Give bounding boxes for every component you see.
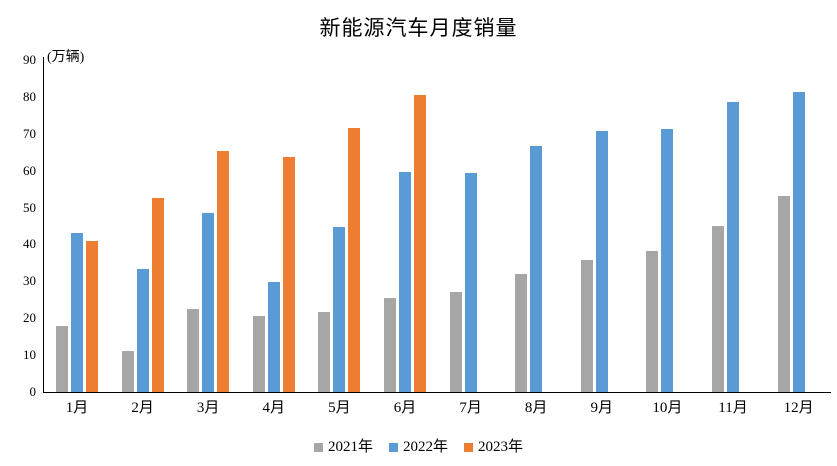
- y-axis-line: [43, 57, 44, 392]
- bar-2023年-1月: [86, 241, 98, 392]
- bar-2021年-2月: [121, 351, 134, 392]
- x-axis-tick-label: 2月: [131, 400, 154, 416]
- x-axis-tick-label: 11月: [718, 400, 748, 416]
- x-axis-tick-label: 6月: [393, 400, 417, 416]
- bar-2023年-2月: [151, 198, 164, 392]
- bar-2021年-6月: [384, 297, 396, 392]
- bar-2022年-2月: [136, 268, 149, 392]
- bar-2022年-9月: [595, 130, 608, 392]
- bar-2021年-5月: [318, 311, 331, 392]
- x-axis-tick-label: 10月: [652, 400, 683, 416]
- bar-2021年-4月: [252, 316, 265, 392]
- y-axis-tick-label: 20: [23, 310, 36, 326]
- x-axis-tick-label: 3月: [196, 400, 220, 416]
- y-axis-tick-label: 70: [23, 125, 36, 141]
- legend-label: 2021年: [327, 439, 373, 455]
- bar-2022年-12月: [792, 91, 805, 392]
- y-axis-tick-label: 80: [23, 88, 36, 104]
- y-axis-tick-label: 50: [23, 199, 36, 215]
- legend-item: 2022年: [388, 439, 448, 455]
- x-axis-tick-label: 7月: [459, 400, 482, 416]
- bar-2022年-4月: [267, 281, 280, 392]
- legend-label: 2023年: [478, 439, 524, 455]
- x-axis-tick-label: 1月: [65, 400, 89, 416]
- bar-2021年-3月: [187, 308, 200, 392]
- legend-swatch: [313, 443, 323, 452]
- y-axis-tick-label: 10: [23, 347, 36, 363]
- y-axis-tick-label: 60: [23, 162, 36, 178]
- y-axis-tick-label: 0: [29, 384, 37, 399]
- legend-label: 2022年: [402, 439, 448, 455]
- x-axis-tick-label: 4月: [262, 400, 286, 416]
- y-axis-tick-label: 90: [23, 52, 36, 67]
- y-axis-unit-label: (万辆): [47, 50, 85, 65]
- bar-2021年-8月: [515, 273, 528, 392]
- legend: 2021年 2022年 2023年: [0, 440, 837, 455]
- bar-2022年-3月: [202, 213, 215, 392]
- bar-2023年-6月: [414, 94, 426, 392]
- bar-2022年-5月: [333, 227, 346, 392]
- x-axis-tick-label: 12月: [783, 400, 814, 416]
- x-axis-tick-label: 8月: [524, 400, 548, 416]
- bar-2021年-10月: [646, 250, 659, 392]
- x-axis-tick-label: 9月: [590, 400, 614, 416]
- bar-2022年-8月: [530, 146, 543, 392]
- chart-title: 新能源汽车月度销量: [319, 16, 518, 40]
- bar-2021年-12月: [777, 196, 790, 392]
- y-axis-tick-label: 40: [23, 236, 36, 252]
- bar-2021年-9月: [580, 260, 593, 392]
- y-axis-tick-label: 30: [23, 273, 36, 289]
- bar-2021年-7月: [449, 292, 462, 392]
- bar-2022年-1月: [71, 233, 83, 392]
- legend-item: 2021年: [313, 439, 373, 455]
- x-axis-line: [43, 392, 831, 393]
- legend-item: 2023年: [464, 440, 523, 455]
- bar-2022年-6月: [399, 172, 411, 392]
- bar-2021年-11月: [712, 226, 724, 392]
- bar-2022年-11月: [727, 102, 739, 392]
- legend-swatch: [388, 443, 398, 452]
- bar-2022年-10月: [661, 128, 674, 392]
- bar-2022年-7月: [464, 173, 477, 392]
- bar-2021年-1月: [56, 325, 68, 392]
- legend-swatch: [464, 443, 473, 452]
- x-axis-tick-label: 5月: [328, 400, 351, 416]
- bar-2023年-4月: [282, 157, 295, 392]
- bar-2023年-3月: [217, 151, 230, 392]
- bar-2023年-5月: [348, 127, 361, 392]
